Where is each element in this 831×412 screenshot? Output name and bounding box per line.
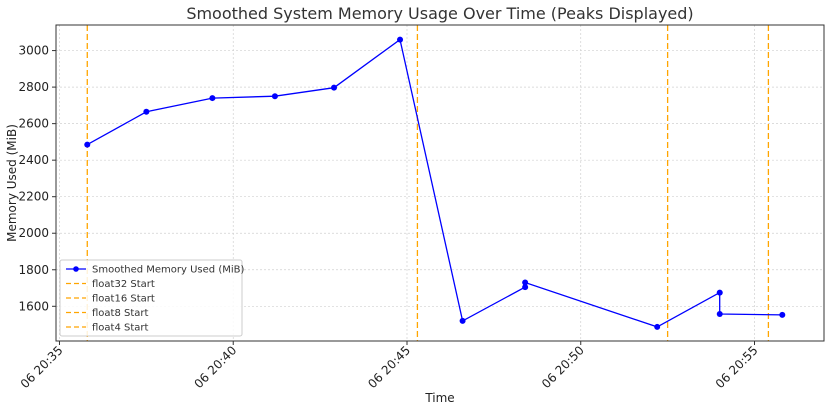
y-axis-title: Memory Used (MiB) — [5, 124, 19, 242]
legend: Smoothed Memory Used (MiB) float32 Start f… — [59, 259, 244, 337]
legend-box — [59, 259, 243, 337]
x-tick-label: 06 20:35 — [18, 343, 66, 391]
y-tick-label: 2200 — [18, 190, 49, 204]
x-tick-label: 06 20:55 — [713, 343, 761, 391]
x-axis-title: Time — [424, 391, 454, 405]
data-point — [143, 108, 150, 115]
y-tick-label: 2800 — [18, 80, 49, 94]
legend-vline-label: float32 Start — [92, 279, 155, 290]
y-tick-label: 3000 — [18, 44, 49, 58]
data-point — [716, 310, 723, 317]
data-point — [459, 317, 466, 324]
data-point — [522, 284, 529, 291]
data-point — [84, 141, 91, 148]
legend-vline-label: float16 Start — [92, 294, 155, 305]
data-point — [271, 93, 278, 100]
x-axis: 06 20:35 06 20:40 06 20:45 06 20:50 06 20:55 — [18, 341, 761, 391]
legend-series-label: Smoothed Memory Used (MiB) — [92, 265, 244, 276]
y-axis: 1600 1800 2000 2200 2400 2600 2800 3000 — [18, 44, 56, 313]
x-tick-label: 06 20:40 — [192, 343, 240, 391]
plot-area-frame — [55, 24, 825, 342]
data-point — [331, 84, 338, 91]
data-point — [209, 95, 216, 102]
y-tick-label: 1600 — [18, 299, 49, 313]
data-point — [716, 289, 723, 296]
y-tick-label: 1800 — [18, 263, 49, 277]
y-tick-label: 2000 — [18, 226, 49, 240]
legend-vline-label: float8 Start — [92, 308, 149, 319]
chart-title: Smoothed System Memory Usage Over Time (… — [186, 4, 693, 23]
data-point — [522, 279, 529, 286]
y-tick-label: 2400 — [18, 153, 49, 167]
x-tick-label: 06 20:50 — [539, 343, 587, 391]
data-point — [654, 323, 661, 330]
y-tick-label: 2600 — [18, 117, 49, 131]
x-tick-label: 06 20:45 — [365, 343, 413, 391]
legend-series-marker — [73, 266, 79, 272]
legend-vline-label: float4 Start — [92, 323, 149, 334]
series-layer — [84, 36, 786, 330]
data-point — [779, 311, 786, 318]
data-point — [397, 36, 404, 43]
